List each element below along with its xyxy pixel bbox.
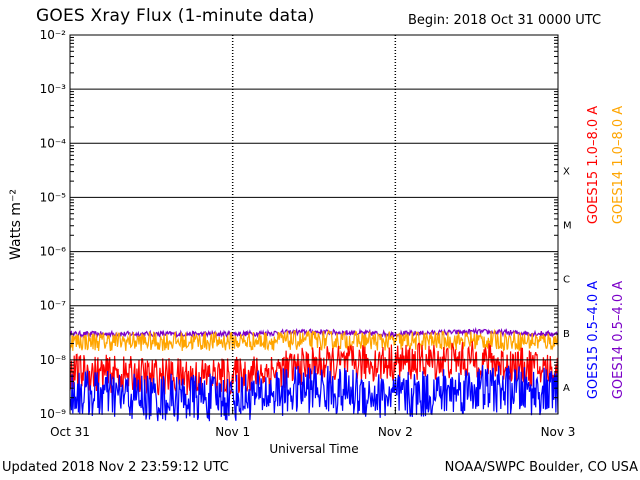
series-layer xyxy=(69,326,559,422)
legend-entry: GOES15 1.0–8.0 A xyxy=(586,106,601,224)
y-tick-label: 10⁻² xyxy=(40,28,67,42)
axis-layer: 10⁻⁹ 10⁻⁸ 10⁻⁷ 10⁻⁶ 10⁻⁵ 10⁻⁴ 10⁻³ 10⁻² Oct 31 No… xyxy=(40,28,576,439)
y-axis-label: Watts m⁻² xyxy=(8,189,24,260)
flare-class-label: M xyxy=(563,221,572,232)
plot-frame xyxy=(69,34,559,415)
y-tick-label: 10⁻⁹ xyxy=(40,407,67,421)
y-tick-label: 10⁻⁴ xyxy=(40,136,67,150)
y-tick-label: 10⁻⁵ xyxy=(40,190,67,204)
chart-title: GOES Xray Flux (1-minute data) xyxy=(36,6,315,26)
legend-entry: GOES15 0.5–4.0 A xyxy=(586,281,601,399)
legend: GOES15 1.0–8.0 A GOES14 1.0–8.0 A GOES15 0… xyxy=(586,106,626,399)
y-tick-label: 10⁻³ xyxy=(40,82,67,96)
x-axis-label: Universal Time xyxy=(269,442,358,456)
begin-time: Begin: 2018 Oct 31 0000 UTC xyxy=(408,13,602,28)
legend-entry: GOES14 0.5–4.0 A xyxy=(611,281,626,399)
flare-class-label: B xyxy=(563,329,570,340)
y-tick-label: 10⁻⁷ xyxy=(40,299,67,313)
y-tick-label: 10⁻⁸ xyxy=(40,353,67,367)
grid-layer xyxy=(70,35,558,414)
flare-class-label: X xyxy=(563,166,570,177)
updated-timestamp: Updated 2018 Nov 2 23:59:12 UTC xyxy=(2,460,229,475)
series-line-1 xyxy=(69,328,559,352)
credit-text: NOAA/SWPC Boulder, CO USA xyxy=(444,460,638,475)
series-line-3 xyxy=(69,365,559,422)
flare-class-label: A xyxy=(563,383,570,394)
flare-class-label: C xyxy=(563,275,570,286)
x-tick-label: Oct 31 xyxy=(50,425,90,439)
y-tick-label: 10⁻⁶ xyxy=(40,245,67,259)
x-tick-label: Nov 3 xyxy=(541,425,576,439)
x-tick-label: Nov 2 xyxy=(378,425,413,439)
legend-entry: GOES14 1.0–8.0 A xyxy=(611,106,626,224)
x-tick-label: Nov 1 xyxy=(215,425,250,439)
